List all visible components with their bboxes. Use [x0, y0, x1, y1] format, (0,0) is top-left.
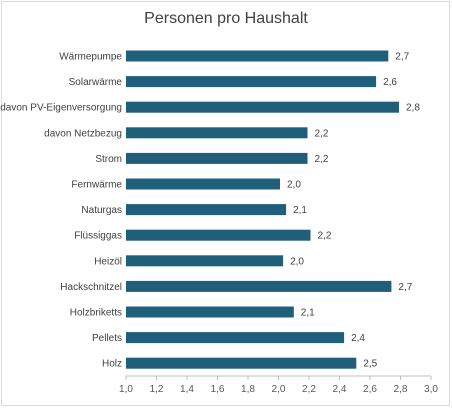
bar-davon-netzbezug [126, 127, 308, 139]
bar-hackschnitzel [126, 280, 392, 292]
data-label: 2,0 [290, 256, 304, 267]
data-label: 2,6 [383, 77, 397, 88]
data-label: 2,7 [395, 52, 409, 63]
data-labels: 2,7 2,6 2,8 2,2 2,2 2,0 2,1 2,2 2,0 2,7 2,1 2,4 2,5 [287, 52, 420, 370]
x-tick-label: 2,4 [333, 384, 347, 395]
category-label: Naturgas [81, 205, 122, 216]
data-label: 2,0 [287, 180, 301, 191]
bar-wärmepumpe [126, 50, 389, 62]
data-label: 2,1 [293, 205, 307, 216]
data-label: 2,2 [318, 231, 332, 242]
category-label: davon Netzbezug [44, 128, 122, 139]
bar-strom [126, 152, 308, 164]
category-label: Hackschnitzel [60, 282, 122, 293]
x-tick-label: 1,8 [241, 384, 255, 395]
data-label: 2,8 [406, 103, 420, 114]
category-label: davon PV-Eigenversorgung [0, 103, 122, 114]
x-tick-label: 1,6 [211, 384, 225, 395]
bar-davon-pv-eigenversorgung [126, 101, 399, 113]
data-label: 2,5 [363, 359, 377, 370]
x-tick-label: 1,0 [119, 384, 133, 395]
bar-pellets [126, 332, 345, 344]
category-label: Holzbriketts [70, 308, 122, 319]
data-label: 2,1 [301, 308, 315, 319]
x-tick-label: 1,2 [150, 384, 164, 395]
chart-title: Personen pro Haushalt [144, 10, 308, 27]
data-label: 2,4 [351, 333, 365, 344]
data-label: 2,2 [315, 154, 329, 165]
x-tick-label: 3,0 [424, 384, 438, 395]
category-label: Solarwärme [69, 77, 123, 88]
data-label: 2,7 [398, 282, 412, 293]
bars-group [126, 50, 399, 369]
category-label: Wärmepumpe [59, 52, 122, 63]
bar-holzbriketts [126, 306, 294, 318]
category-label: Pellets [92, 333, 122, 344]
bar-heizöl [126, 255, 284, 267]
x-tick-label: 2,6 [363, 384, 377, 395]
bar-naturgas [126, 204, 287, 216]
bar-fernwärme [126, 178, 280, 190]
category-labels: Wärmepumpe Solarwärme davon PV-Eigenversor… [0, 52, 122, 370]
x-tick-label: 2,2 [302, 384, 316, 395]
category-label: Holz [102, 359, 122, 370]
bar-holz [126, 357, 357, 369]
x-tick-label: 1,4 [180, 384, 194, 395]
bar-flüssiggas [126, 229, 311, 241]
x-tick-label: 2,0 [272, 384, 286, 395]
bar-solarwärme [126, 76, 377, 88]
category-label: Strom [95, 154, 122, 165]
category-label: Fernwärme [71, 180, 122, 191]
category-label: Flüssiggas [74, 231, 122, 242]
x-tick-label: 2,8 [394, 384, 408, 395]
x-axis: 1,0 1,2 1,4 1,6 1,8 2,0 2,2 2,4 2,6 2,8 3,0 [119, 375, 438, 395]
data-label: 2,2 [315, 128, 329, 139]
category-label: Heizöl [94, 256, 122, 267]
